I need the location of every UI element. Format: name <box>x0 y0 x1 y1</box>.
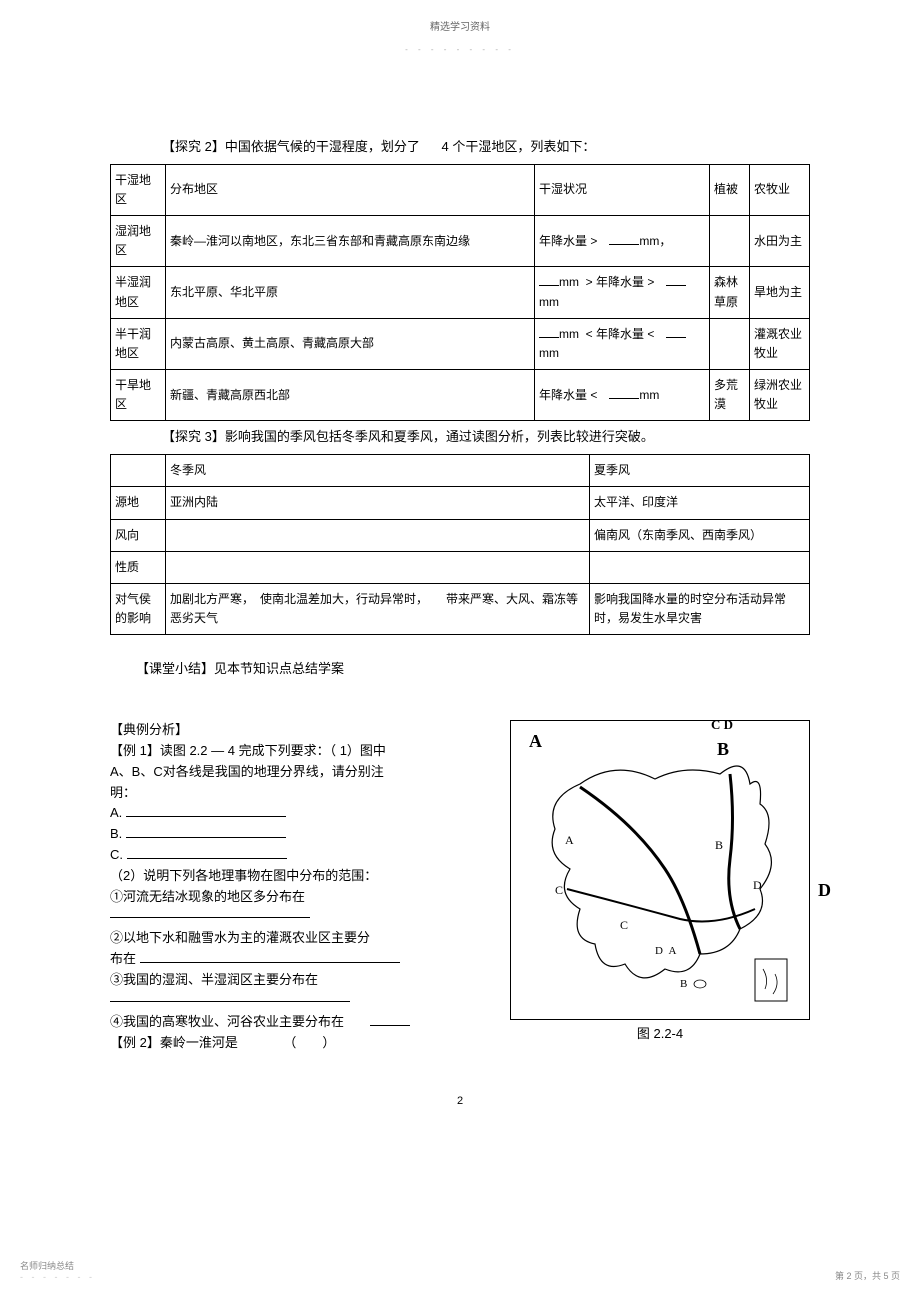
table-row: 风向 偏南风（东南季风、西南季风） <box>111 519 810 551</box>
cell: 灌溉农业牧业 <box>750 318 810 369</box>
cell <box>111 455 166 487</box>
cell <box>166 519 590 551</box>
cell: 秦岭—淮河以南地区，东北三省东部和青藏高原东南边缘 <box>166 215 535 266</box>
cell: 绿洲农业牧业 <box>750 370 810 421</box>
cell <box>710 318 750 369</box>
table-row: 源地 亚洲内陆 太平洋、印度洋 <box>111 487 810 519</box>
table-row: 半干润地区 内蒙古高原、黄土高原、青藏高原大部 mm < 年降水量 < mm 灌… <box>111 318 810 369</box>
class-summary: 【课堂小结】见本节知识点总结学案 <box>110 659 810 680</box>
footer-left-sub: - - - - - - - <box>20 1272 95 1283</box>
cell: mm > 年降水量 > mm <box>535 267 710 318</box>
examples-heading: 【典例分析】 <box>110 720 500 741</box>
map-container: A C D B D A B C D C D A B <box>510 720 810 1053</box>
cell: 偏南风（东南季风、西南季风） <box>590 519 810 551</box>
cell: 水田为主 <box>750 215 810 266</box>
inquiry3-intro: 【探究 3】影响我国的季风包括冬季风和夏季风，通过读图分析，列表比较进行突破。 <box>110 427 810 448</box>
map-inner-DAB: D A <box>655 945 676 957</box>
cell: 风向 <box>111 519 166 551</box>
ex2: 【例 2】秦岭一淮河是 （ ） <box>110 1033 500 1054</box>
map-inner-D: D <box>753 878 762 892</box>
cell: 源地 <box>111 487 166 519</box>
cell: 旱地为主 <box>750 267 810 318</box>
doc-header-dots: - - - - - - - - - <box>110 44 810 57</box>
page-number: 2 <box>110 1093 810 1111</box>
blank-a: A. <box>110 803 500 824</box>
map-inner-C: C <box>555 883 563 897</box>
cell: 亚洲内陆 <box>166 487 590 519</box>
cell: 夏季风 <box>590 455 810 487</box>
map-inner-B: B <box>715 838 723 852</box>
cell: mm < 年降水量 < mm <box>535 318 710 369</box>
map-caption: 图 2.2-4 <box>510 1024 810 1045</box>
cell: 对气侯的影响 <box>111 584 166 635</box>
cell <box>166 551 590 583</box>
cell: 内蒙古高原、黄土高原、青藏高原大部 <box>166 318 535 369</box>
cell: 多荒漠 <box>710 370 750 421</box>
th-agri: 农牧业 <box>750 164 810 215</box>
table-row: 干湿地区 分布地区 干湿状况 植被 农牧业 <box>111 164 810 215</box>
cell: 东北平原、华北平原 <box>166 267 535 318</box>
cell: 半干润地区 <box>111 318 166 369</box>
footer-right: 第 2 页，共 5 页 <box>835 1269 900 1283</box>
china-map: A C D B D A B C D C D A B <box>510 720 810 1020</box>
map-svg: A B C D C D A B <box>525 729 795 1009</box>
q2-1: ①河流无结冰现象的地区多分布在 <box>110 887 500 908</box>
ex1-line: A、B、C对各线是我国的地理分界线，请分别注 <box>110 762 500 783</box>
ex1-line: 【例 1】读图 2.2 — 4 完成下列要求：（ 1）图中 <box>110 741 500 762</box>
table-climate-zones: 干湿地区 分布地区 干湿状况 植被 农牧业 湿润地区 秦岭—淮河以南地区，东北三… <box>110 164 810 422</box>
cell: 年降水量 > mm， <box>535 215 710 266</box>
cell: 冬季风 <box>166 455 590 487</box>
table-row: 半湿润地区 东北平原、华北平原 mm > 年降水量 > mm 森林草原 旱地为主 <box>111 267 810 318</box>
cell: 性质 <box>111 551 166 583</box>
table-monsoon: 冬季风 夏季风 源地 亚洲内陆 太平洋、印度洋 风向 偏南风（东南季风、西南季风… <box>110 454 810 635</box>
cell: 半湿润地区 <box>111 267 166 318</box>
table-row: 干旱地区 新疆、青藏高原西北部 年降水量 < mm 多荒漠 绿洲农业牧业 <box>111 370 810 421</box>
footer-left: 名师归纳总结 - - - - - - - <box>20 1261 95 1283</box>
map-label-D-right: D <box>818 876 831 905</box>
cell: 影响我国降水量的时空分布活动异常时，易发生水旱灾害 <box>590 584 810 635</box>
blank-line <box>110 1001 350 1002</box>
blank-line <box>110 917 310 918</box>
q2-2b: 布在 <box>110 949 500 970</box>
blank-c: C. <box>110 845 500 866</box>
cell: 年降水量 < mm <box>535 370 710 421</box>
cell <box>710 215 750 266</box>
cell: 森林草原 <box>710 267 750 318</box>
cell: 湿润地区 <box>111 215 166 266</box>
examples-text: 【典例分析】 【例 1】读图 2.2 — 4 完成下列要求：（ 1）图中 A、B… <box>110 720 500 1053</box>
inquiry2-intro-right: 4 个干湿地区，列表如下： <box>442 139 596 154</box>
cell: 新疆、青藏高原西北部 <box>166 370 535 421</box>
map-label-B-top: B <box>717 735 729 764</box>
table-row: 性质 <box>111 551 810 583</box>
footer-left-title: 名师归纳总结 <box>20 1261 95 1272</box>
cell: 太平洋、印度洋 <box>590 487 810 519</box>
ex1-line: 明： <box>110 783 500 804</box>
table-row: 湿润地区 秦岭—淮河以南地区，东北三省东部和青藏高原东南边缘 年降水量 > mm… <box>111 215 810 266</box>
cell: 加剧北方严寒， 使南北温差加大，行动异常时， 带来严寒、大风、霜冻等恶劣天气 <box>166 584 590 635</box>
th-area: 分布地区 <box>166 164 535 215</box>
q2-3: ③我国的湿润、半湿润区主要分布在 <box>110 970 500 991</box>
table-row: 对气侯的影响 加剧北方严寒， 使南北温差加大，行动异常时， 带来严寒、大风、霜冻… <box>111 584 810 635</box>
th-zone: 干湿地区 <box>111 164 166 215</box>
th-veg: 植被 <box>710 164 750 215</box>
table-row: 冬季风 夏季风 <box>111 455 810 487</box>
map-inner-A: A <box>565 833 574 847</box>
th-status: 干湿状况 <box>535 164 710 215</box>
cell <box>590 551 810 583</box>
q2: （2）说明下列各地理事物在图中分布的范围： <box>110 866 500 887</box>
cell: 干旱地区 <box>111 370 166 421</box>
q2-4: ④我国的高寒牧业、河谷农业主要分布在 <box>110 1012 500 1033</box>
blank-b: B. <box>110 824 500 845</box>
inquiry2-intro-left: 【探究 2】中国依据气候的干湿程度，划分了 <box>162 139 420 154</box>
map-inner-B2: B <box>680 978 687 990</box>
inquiry2-intro: 【探究 2】中国依据气候的干湿程度，划分了 4 个干湿地区，列表如下： <box>110 137 810 158</box>
q2-2a: ②以地下水和融雪水为主的灌溉农业区主要分 <box>110 928 500 949</box>
map-label-A: A <box>529 727 542 756</box>
map-label-CD-top: C D <box>711 715 733 736</box>
map-inner-C2: C <box>620 918 628 932</box>
doc-header: 精选学习资料 <box>110 20 810 36</box>
